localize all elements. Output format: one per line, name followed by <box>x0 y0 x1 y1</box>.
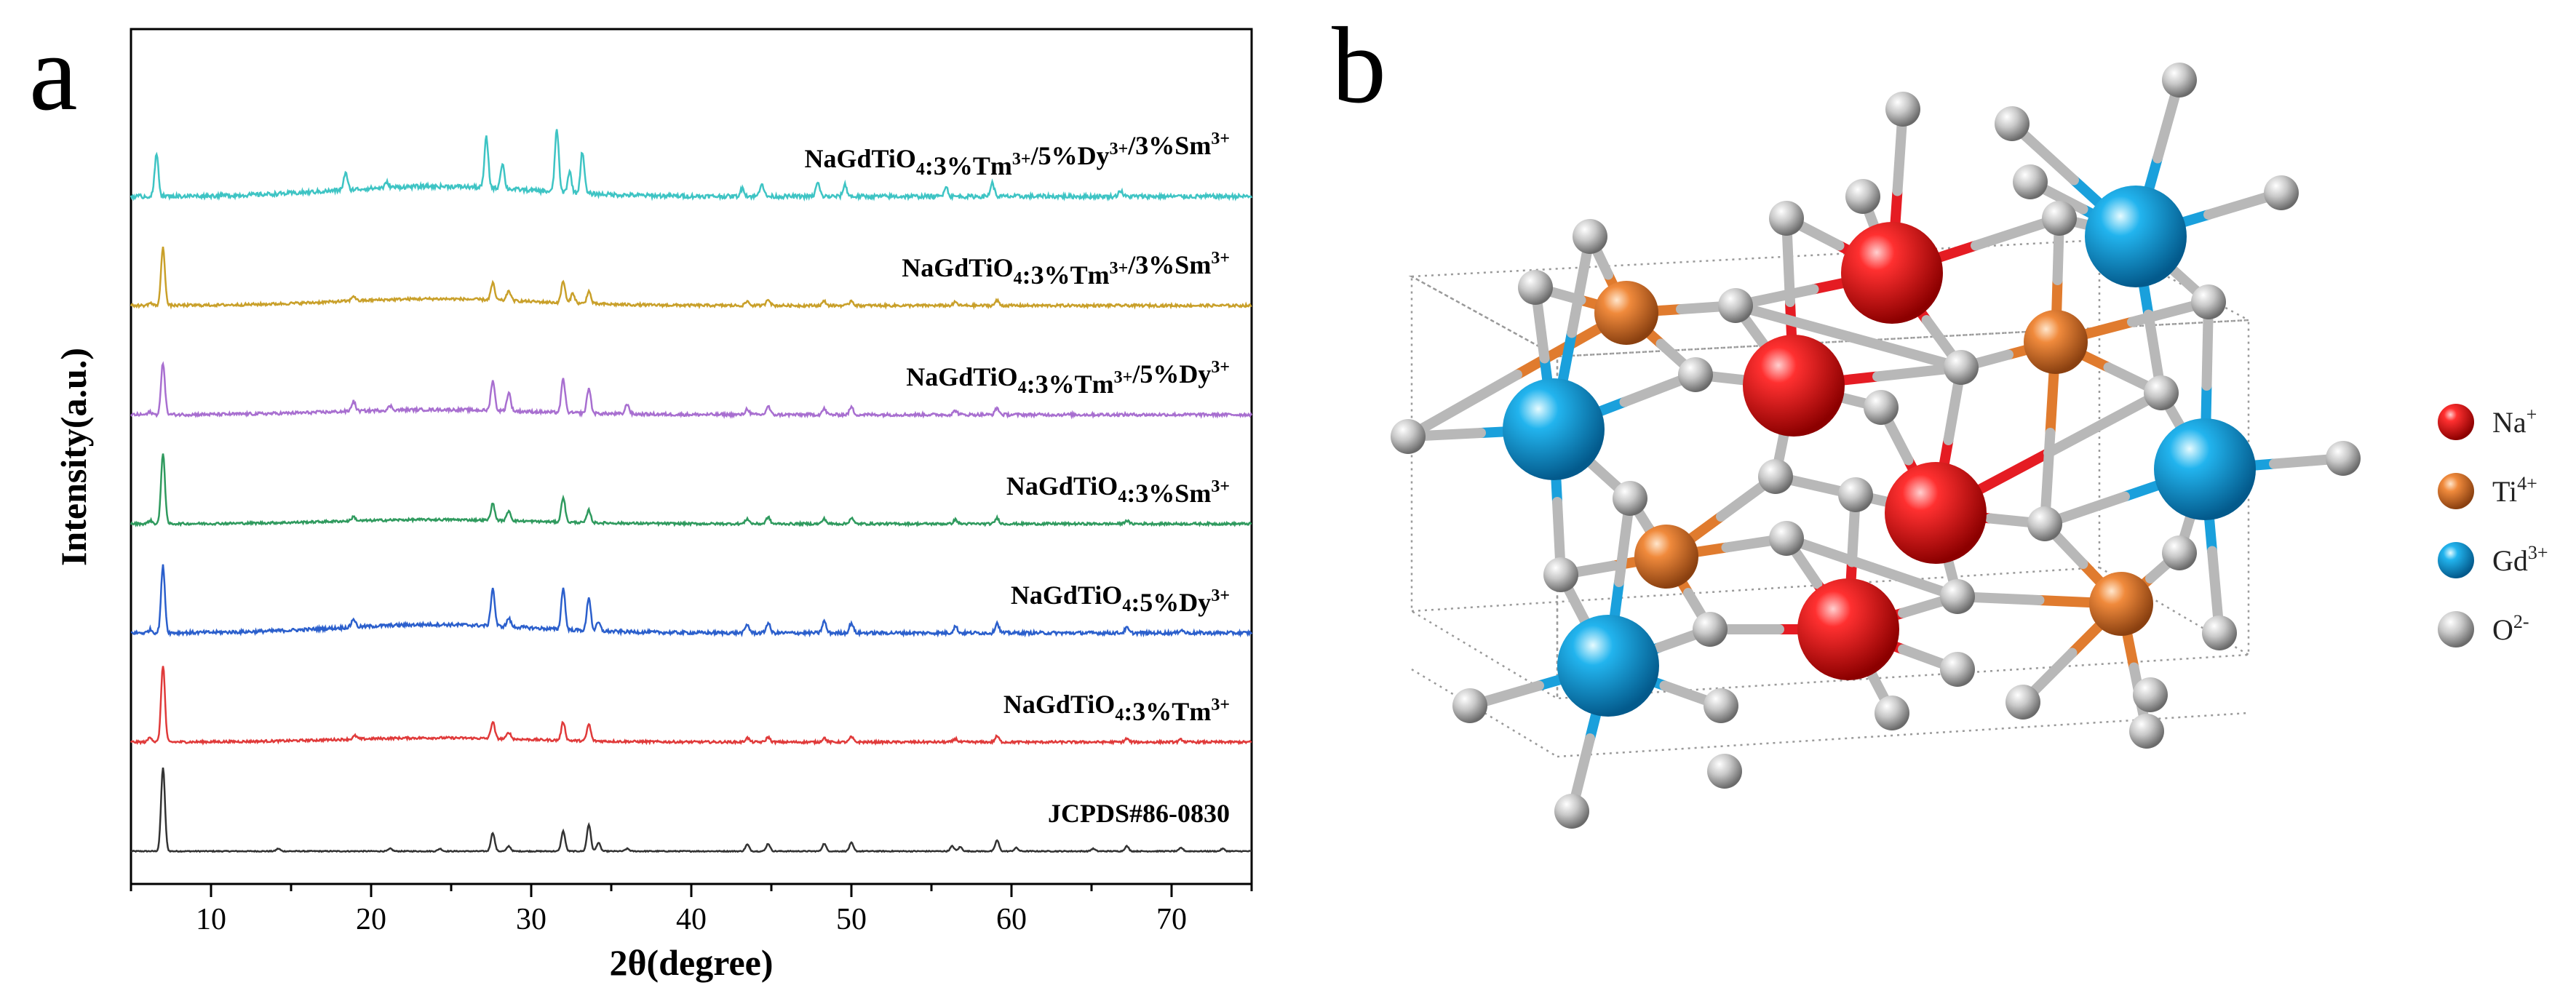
series-layer: JCPDS#86-0830 NaGdTiO4:3%Tm3+ NaGdTiO4:5%D… <box>130 129 1253 853</box>
bond-half <box>1843 331 1966 372</box>
atom-o <box>1885 92 1920 127</box>
atom-o <box>2027 506 2062 541</box>
x-tick-label: 60 <box>996 903 1027 936</box>
legend-swatch-na <box>2438 404 2474 440</box>
atom-na <box>1885 462 1987 564</box>
atom-o <box>2013 164 2048 199</box>
x-tick-label: 20 <box>356 903 386 936</box>
atom-o <box>1452 688 1487 723</box>
atom-o <box>1391 419 1426 454</box>
atom-o <box>2144 375 2179 410</box>
atom-o <box>1613 481 1647 516</box>
atom-o <box>1678 357 1713 392</box>
atom-gd <box>1557 615 1659 717</box>
bond-half <box>2043 388 2166 458</box>
series-label-0: JCPDS#86-0830 <box>1048 799 1230 828</box>
legend-swatch-ti <box>2438 473 2474 509</box>
atom-o <box>1769 521 1804 556</box>
atom-o <box>2191 284 2226 319</box>
atom-ti <box>1594 281 1658 345</box>
atom-o <box>1838 477 1873 512</box>
series-line-3 <box>130 453 1252 528</box>
atom-o <box>1940 579 1975 614</box>
atom-o <box>2042 201 2077 236</box>
series-label-1: NaGdTiO4:3%Tm3+ <box>1003 690 1230 726</box>
legend-label-na: Na+ <box>2492 404 2537 439</box>
x-tick-label: 30 <box>516 903 546 936</box>
atom-o <box>1554 794 1589 829</box>
atom-o <box>2162 63 2197 97</box>
x-tick-label: 70 <box>1156 903 1187 936</box>
atom-o <box>1718 288 1753 323</box>
atom-o <box>1864 390 1899 425</box>
atom-o <box>1543 557 1578 592</box>
atom-o <box>1693 612 1728 647</box>
series-label-2: NaGdTiO4:5%Dy3+ <box>1011 581 1230 617</box>
series-line-4 <box>130 361 1253 420</box>
atom-o <box>2326 441 2361 476</box>
atom-o <box>1573 219 1607 254</box>
atom-o <box>1995 106 2030 141</box>
atom-gd <box>2085 186 2187 287</box>
cell-left-face <box>1410 274 1559 701</box>
atom-o <box>1940 652 1975 687</box>
atom-o <box>2162 535 2197 570</box>
atom-na <box>1841 222 1943 324</box>
legend-label-gd: Gd3+ <box>2492 542 2548 577</box>
series-line-1 <box>130 666 1252 746</box>
panel-a-letter: a <box>29 12 78 133</box>
atom-o <box>1944 350 1979 385</box>
atom-o <box>1704 688 1738 723</box>
atom-o <box>1518 270 1553 305</box>
legend-label-ti: Ti4+ <box>2492 473 2537 508</box>
bond-half <box>1403 370 1522 442</box>
atom-o <box>2005 685 2040 720</box>
cell-bottom-back-edge <box>1411 566 2100 613</box>
atom-gd <box>2154 418 2256 520</box>
atom-o <box>1875 696 1909 730</box>
structure-legend: Na+ Ti4+ Gd3+ O2- <box>2438 404 2548 648</box>
series-label-6: NaGdTiO4:3%Tm3+/5%Dy3+/3%Sm3+ <box>805 130 1230 180</box>
legend-swatch-o <box>2438 611 2474 648</box>
series-line-2 <box>130 564 1253 638</box>
series-label-5: NaGdTiO4:3%Tm3+/3%Sm3+ <box>902 249 1230 290</box>
series-line-0 <box>130 767 1252 853</box>
atom-o <box>1758 459 1793 494</box>
series-label-3: NaGdTiO4:3%Sm3+ <box>1006 471 1230 508</box>
legend-label-o: O2- <box>2492 611 2529 646</box>
atom-o <box>2264 175 2299 210</box>
atom-o <box>1769 201 1804 236</box>
atoms <box>1391 63 2361 829</box>
y-axis-title: Intensity(a.u.) <box>53 348 94 566</box>
xrd-chart: JCPDS#86-0830 NaGdTiO4:3%Tm3+ NaGdTiO4:5%D… <box>53 28 1253 983</box>
crystal-structure <box>1391 63 2361 829</box>
atom-na <box>1743 335 1845 437</box>
atom-o <box>2202 615 2237 650</box>
x-tick-label: 10 <box>196 903 226 936</box>
x-tick-label: 40 <box>676 903 707 936</box>
x-axis-ticks: 10 20 30 40 50 60 70 <box>130 884 1253 936</box>
panel-b-letter: b <box>1332 5 1386 126</box>
x-tick-label: 50 <box>836 903 867 936</box>
atom-gd <box>1503 378 1605 480</box>
cell-lower-left-edge <box>1411 668 1558 758</box>
series-line-6 <box>130 129 1253 202</box>
atom-o <box>1707 754 1742 789</box>
legend-swatch-gd <box>2438 542 2474 578</box>
series-line-5 <box>130 247 1252 311</box>
atom-o <box>2133 677 2168 712</box>
atom-ti <box>2024 310 2088 374</box>
atom-na <box>1797 578 1899 680</box>
series-label-4: NaGdTiO4:3%Tm3+/5%Dy3+ <box>906 358 1230 399</box>
atom-ti <box>1634 525 1698 589</box>
x-axis-title: 2θ(degree) <box>609 942 773 983</box>
cell-bottom-right-edge <box>2099 566 2249 656</box>
bond-half <box>1730 300 1853 342</box>
atom-o <box>1845 179 1880 214</box>
atom-ti <box>2089 572 2153 636</box>
atom-o <box>2129 714 2164 749</box>
